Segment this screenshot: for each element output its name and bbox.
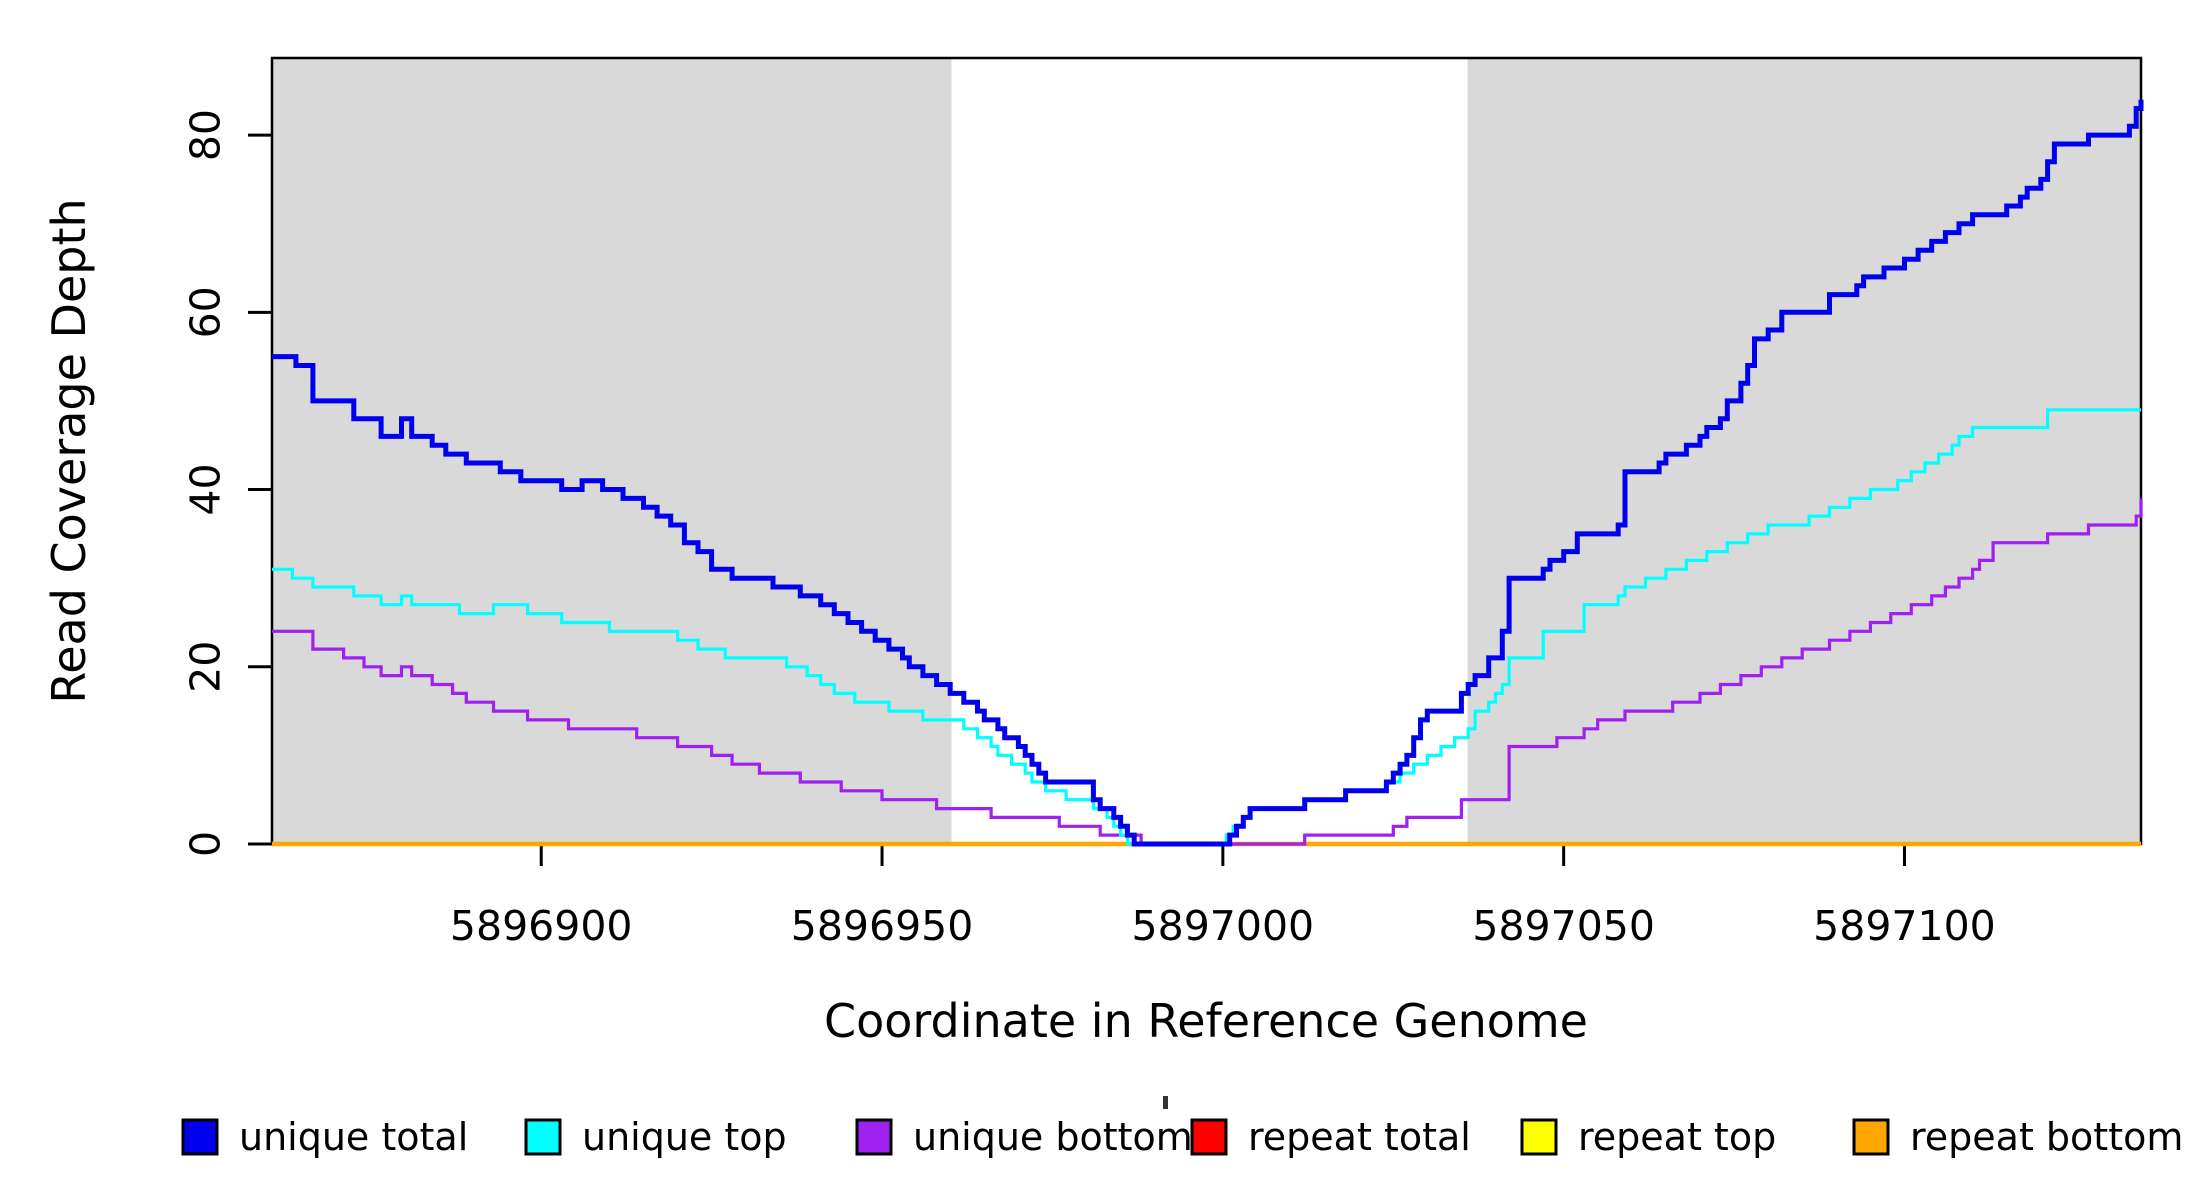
legend-label: unique total [239, 1115, 468, 1159]
y-tick-label: 20 [181, 641, 229, 693]
shaded-regions [272, 58, 2141, 844]
legend-swatch [1852, 1118, 1890, 1156]
legend-label: repeat bottom [1910, 1115, 2183, 1159]
legend-label: unique bottom [913, 1115, 1193, 1159]
legend-item-repeat-total: repeat total [1190, 1115, 1471, 1159]
x-tick-label: 5897000 [1132, 902, 1315, 950]
legend-swatch [855, 1118, 893, 1156]
legend-item-unique-top: unique top [524, 1115, 787, 1159]
x-tick-label: 5896900 [450, 902, 633, 950]
legend-swatch [1520, 1118, 1558, 1156]
legend-label: repeat total [1248, 1115, 1471, 1159]
legend-swatch [1190, 1118, 1228, 1156]
stray-mark [1163, 1096, 1168, 1109]
shaded-region-right [1467, 58, 2141, 844]
legend-swatch [181, 1118, 219, 1156]
legend-item-repeat-top: repeat top [1520, 1115, 1776, 1159]
x-tick-label: 5897050 [1472, 902, 1655, 950]
legend-label: unique top [582, 1115, 787, 1159]
legend-label: repeat top [1578, 1115, 1776, 1159]
y-tick-label: 80 [181, 109, 229, 161]
legend-item-repeat-bottom: repeat bottom [1852, 1115, 2183, 1159]
y-axis-title: Read Coverage Depth [42, 198, 96, 703]
series-unique-total [272, 99, 2144, 847]
y-tick-label: 0 [181, 831, 229, 857]
series-lines [272, 99, 2144, 847]
x-axis-title: Coordinate in Reference Genome [824, 994, 1588, 1048]
legend-swatch [524, 1118, 562, 1156]
shaded-region-left [272, 58, 952, 844]
y-tick-label: 40 [181, 463, 229, 515]
legend-item-unique-total: unique total [181, 1115, 468, 1159]
x-tick-label: 5897100 [1813, 902, 1996, 950]
legend-item-unique-bottom: unique bottom [855, 1115, 1193, 1159]
series-unique-bottom [272, 498, 2143, 846]
legend: unique total unique top unique bottom repea… [181, 1115, 2183, 1159]
y-tick-label: 60 [181, 286, 229, 338]
x-tick-label: 5896950 [791, 902, 974, 950]
axis-ticks: 5896900 5896950 5897000 5897050 5897100 0 20 40… [181, 109, 1995, 950]
